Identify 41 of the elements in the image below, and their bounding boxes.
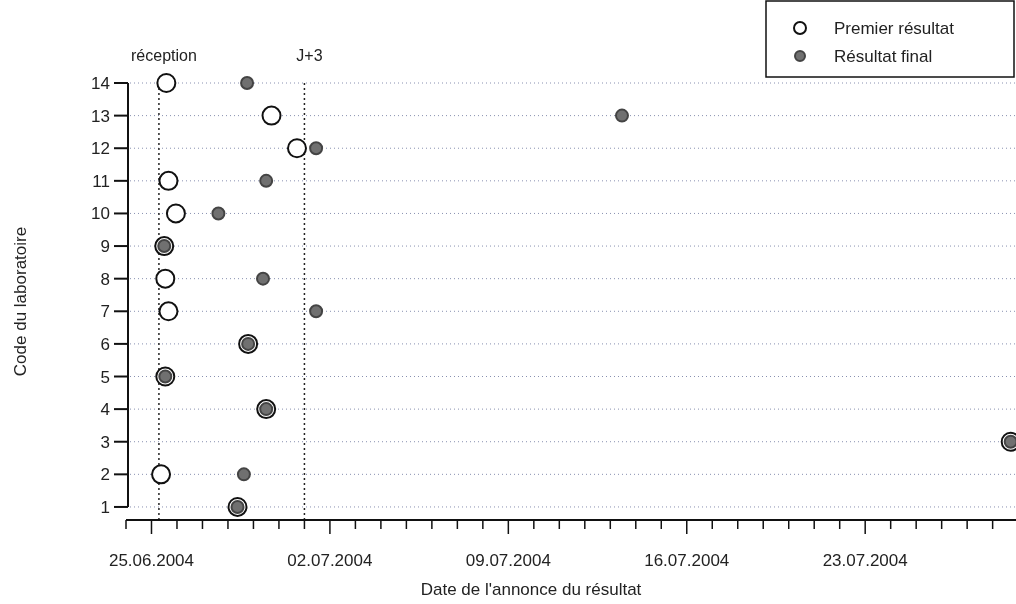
x-tick-label: 16.07.2004: [644, 551, 730, 570]
legend-label: Premier résultat: [834, 19, 955, 38]
point: [158, 170, 179, 191]
legend-label: Résultat final: [834, 47, 933, 66]
y-tick-label: 6: [100, 334, 110, 354]
y-tick-label: 4: [100, 400, 110, 420]
x-tick-label: 02.07.2004: [287, 551, 373, 570]
y-tick-label: 8: [100, 269, 110, 289]
y-tick-label: 7: [100, 302, 110, 322]
point: [614, 108, 629, 123]
y-tick-label: 12: [91, 139, 110, 159]
point: [236, 467, 251, 482]
y-tick-label: 13: [91, 106, 110, 126]
y-tick-label: 2: [100, 465, 110, 485]
point: [211, 206, 226, 221]
x-axis-title: Date de l'annonce du résultat: [420, 580, 642, 599]
point: [309, 304, 324, 319]
point: [151, 464, 172, 485]
y-tick-label: 10: [91, 204, 110, 224]
y-tick-label: 3: [100, 432, 110, 452]
y-tick-label: 5: [100, 367, 110, 387]
y-tick-label: 9: [100, 237, 110, 257]
y-axis-title: Code du laboratoire: [11, 226, 30, 377]
point: [155, 268, 176, 289]
point: [240, 76, 255, 90]
x-tick-label: 23.07.2004: [822, 551, 908, 570]
point: [261, 105, 282, 126]
x-tick-label: 09.07.2004: [465, 551, 551, 570]
x-tick-label: 25.06.2004: [108, 551, 195, 570]
point: [165, 203, 186, 224]
y-tick-label: 14: [91, 74, 110, 93]
point: [158, 301, 179, 322]
y-tick-label: 1: [100, 497, 110, 517]
point: [256, 271, 271, 286]
point: [259, 173, 274, 188]
y-tick-label: 11: [92, 171, 110, 191]
ref-line-label: J+3: [296, 47, 323, 64]
point: [286, 138, 307, 159]
point: [309, 141, 324, 156]
point: [156, 73, 177, 93]
ref-line-label: réception: [131, 47, 197, 64]
